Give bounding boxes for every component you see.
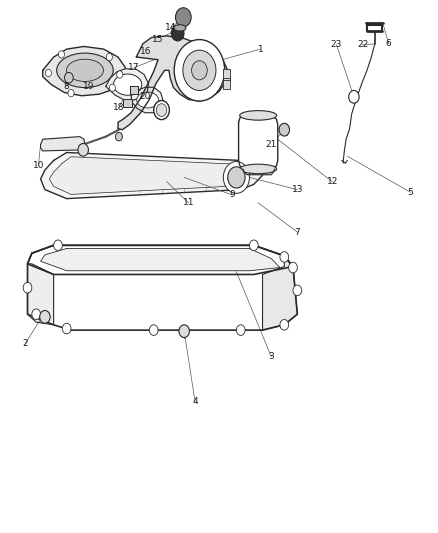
- Text: 1: 1: [258, 45, 263, 54]
- Circle shape: [237, 325, 245, 335]
- Text: 23: 23: [331, 41, 342, 50]
- Circle shape: [191, 61, 207, 80]
- Polygon shape: [130, 86, 138, 94]
- Circle shape: [179, 325, 189, 337]
- Circle shape: [289, 262, 297, 273]
- Circle shape: [58, 51, 64, 58]
- Circle shape: [32, 309, 41, 319]
- Polygon shape: [123, 100, 132, 108]
- Text: 10: 10: [33, 161, 44, 170]
- Ellipse shape: [240, 111, 277, 120]
- Ellipse shape: [174, 25, 186, 31]
- Text: 13: 13: [292, 185, 303, 194]
- Circle shape: [176, 8, 191, 27]
- Ellipse shape: [57, 53, 113, 87]
- Polygon shape: [41, 248, 280, 271]
- Text: 20: 20: [139, 92, 151, 101]
- Text: 16: 16: [140, 47, 152, 56]
- Text: 7: 7: [294, 228, 300, 237]
- Circle shape: [228, 167, 245, 188]
- Circle shape: [110, 84, 116, 92]
- Polygon shape: [223, 69, 230, 80]
- Text: 21: 21: [265, 140, 277, 149]
- Text: 5: 5: [408, 188, 413, 197]
- Text: 22: 22: [357, 41, 368, 50]
- Polygon shape: [41, 136, 85, 151]
- Text: 8: 8: [63, 82, 69, 91]
- Circle shape: [280, 252, 289, 262]
- Circle shape: [40, 311, 50, 323]
- Text: 4: 4: [192, 397, 198, 406]
- Circle shape: [62, 323, 71, 334]
- Polygon shape: [41, 152, 262, 199]
- Circle shape: [293, 285, 302, 296]
- Circle shape: [53, 240, 62, 251]
- Circle shape: [117, 71, 123, 78]
- Ellipse shape: [177, 13, 190, 21]
- Circle shape: [250, 240, 258, 251]
- Circle shape: [64, 72, 73, 83]
- Polygon shape: [28, 245, 293, 274]
- Text: 18: 18: [113, 103, 125, 112]
- Circle shape: [23, 282, 32, 293]
- Circle shape: [172, 26, 184, 41]
- Circle shape: [149, 325, 158, 335]
- Circle shape: [279, 123, 290, 136]
- Text: 14: 14: [166, 23, 177, 33]
- Polygon shape: [223, 78, 230, 89]
- Circle shape: [156, 104, 167, 116]
- Ellipse shape: [240, 164, 277, 174]
- Circle shape: [349, 91, 359, 103]
- Circle shape: [223, 161, 250, 193]
- Ellipse shape: [113, 74, 142, 95]
- Circle shape: [78, 143, 88, 156]
- Text: 6: 6: [386, 39, 392, 49]
- Circle shape: [280, 319, 289, 330]
- Polygon shape: [131, 87, 163, 113]
- Text: 3: 3: [268, 352, 274, 361]
- Circle shape: [68, 90, 74, 97]
- Polygon shape: [243, 169, 275, 175]
- Circle shape: [174, 39, 225, 101]
- Ellipse shape: [67, 59, 103, 82]
- Text: 17: 17: [128, 63, 140, 72]
- Polygon shape: [118, 36, 228, 130]
- Polygon shape: [239, 115, 278, 169]
- Polygon shape: [106, 69, 148, 101]
- Circle shape: [116, 132, 122, 141]
- Circle shape: [46, 69, 51, 77]
- Circle shape: [183, 50, 216, 91]
- Circle shape: [106, 53, 113, 61]
- Polygon shape: [262, 256, 297, 330]
- Text: 2: 2: [22, 339, 28, 348]
- Text: 12: 12: [326, 177, 338, 186]
- Circle shape: [154, 101, 170, 119]
- Polygon shape: [28, 245, 297, 330]
- Text: 19: 19: [83, 82, 94, 91]
- Text: 15: 15: [152, 35, 164, 44]
- Polygon shape: [43, 46, 125, 96]
- Text: 9: 9: [229, 190, 235, 199]
- Polygon shape: [28, 264, 53, 325]
- Text: 11: 11: [183, 198, 194, 207]
- Polygon shape: [49, 157, 250, 195]
- Ellipse shape: [137, 92, 159, 108]
